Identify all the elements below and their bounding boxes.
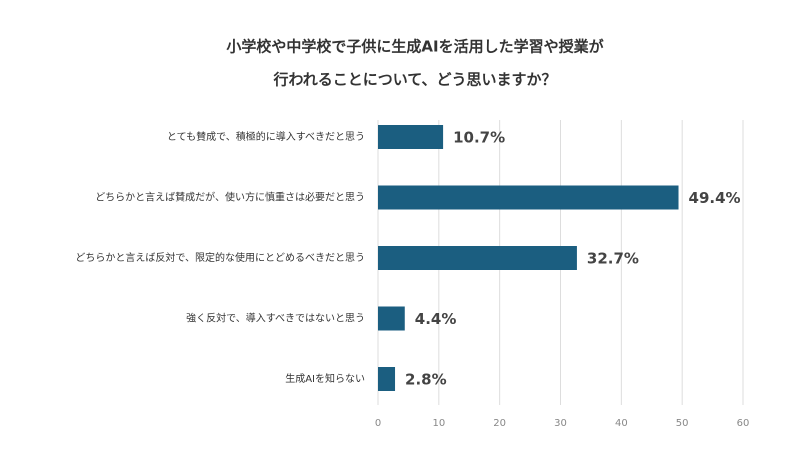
y-tick-label: とても賛成で、積極的に導入すべきだと思う bbox=[167, 130, 365, 143]
y-tick-label: 強く反対で、導入すべきではないと思う bbox=[186, 312, 365, 325]
x-tick-label: 60 bbox=[737, 418, 750, 429]
x-tick-label: 40 bbox=[615, 418, 628, 429]
y-tick-label: どちらかと言えば賛成だが、使い方に慎重さは必要だと思う bbox=[95, 191, 365, 204]
chart-title: 小学校や中学校で子供に生成AIを活用した学習や授業が bbox=[226, 38, 604, 56]
bar bbox=[378, 185, 679, 210]
value-label: 32.7% bbox=[587, 250, 639, 268]
x-tick-label: 30 bbox=[554, 418, 567, 429]
x-tick-label: 50 bbox=[676, 418, 689, 429]
bar bbox=[378, 367, 396, 391]
bar bbox=[378, 125, 444, 149]
value-label: 10.7% bbox=[453, 129, 505, 147]
value-label: 4.4% bbox=[415, 310, 457, 328]
bar bbox=[378, 246, 577, 270]
value-label: 2.8% bbox=[405, 371, 447, 389]
y-tick-label: どちらかと言えば反対で、限定的な使用にとどめるべきだと思う bbox=[75, 251, 365, 264]
x-tick-label: 0 bbox=[375, 418, 381, 429]
value-label: 49.4% bbox=[689, 189, 741, 207]
chart-title: 行われることについて、どう思いますか？ bbox=[272, 71, 556, 89]
x-tick-label: 10 bbox=[432, 418, 445, 429]
y-tick-label: 生成AIを知らない bbox=[285, 372, 365, 385]
x-tick-label: 20 bbox=[493, 418, 506, 429]
bar bbox=[378, 306, 405, 331]
